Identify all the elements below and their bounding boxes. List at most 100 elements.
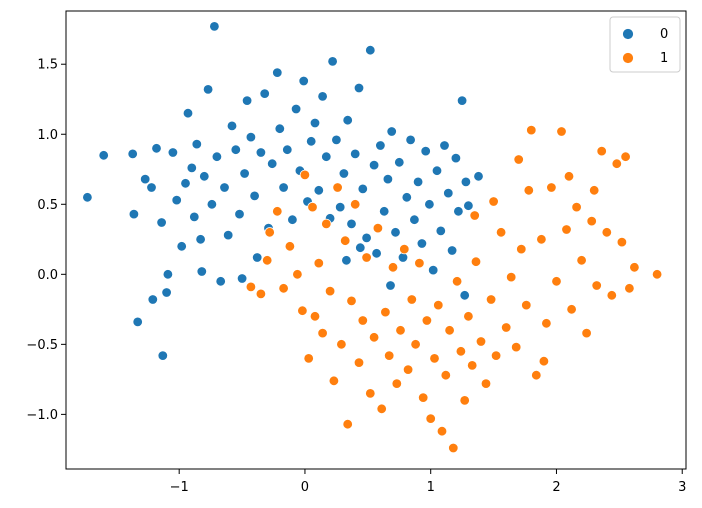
point-series-1-8 (297, 305, 308, 316)
point-series-0-80 (405, 134, 416, 146)
point-series-1-77 (581, 327, 592, 339)
point-series-0-12 (162, 269, 174, 280)
point-series-0-54 (309, 117, 321, 129)
legend-label-1: 1 (660, 51, 668, 66)
point-series-0-85 (424, 199, 435, 210)
point-series-0-77 (394, 157, 405, 168)
point-series-0-84 (420, 145, 431, 157)
point-series-1-93 (563, 171, 575, 182)
point-series-0-95 (459, 290, 470, 301)
point-series-1-45 (433, 299, 444, 311)
point-series-0-70 (368, 159, 380, 171)
point-series-1-28 (368, 332, 380, 343)
point-series-0-19 (189, 211, 200, 223)
point-series-0-33 (234, 208, 245, 220)
point-series-0-44 (272, 67, 283, 78)
point-series-1-34 (391, 378, 403, 389)
point-series-0-68 (361, 232, 372, 244)
point-series-0-59 (327, 56, 338, 67)
point-series-0-96 (460, 176, 472, 188)
legend-label-0: 0 (660, 27, 668, 42)
point-series-1-58 (485, 294, 497, 305)
point-series-1-27 (365, 388, 376, 399)
point-series-1-0 (245, 281, 257, 293)
point-series-0-31 (226, 120, 238, 132)
y-tick-label-3: 0.5 (37, 198, 58, 213)
point-series-0-27 (211, 151, 223, 162)
point-series-1-10 (303, 353, 314, 364)
point-series-1-35 (395, 325, 406, 336)
point-series-1-48 (444, 325, 455, 336)
y-tick-label-1: −0.5 (26, 338, 58, 353)
point-series-0-47 (282, 144, 293, 155)
point-series-0-15 (176, 241, 187, 252)
point-series-1-31 (380, 306, 391, 318)
point-series-1-38 (406, 294, 418, 305)
point-series-1-9 (299, 169, 311, 181)
point-series-0-64 (346, 218, 357, 230)
point-series-0-30 (222, 229, 234, 241)
point-series-0-73 (379, 206, 390, 217)
point-series-1-36 (399, 243, 410, 255)
y-tick-label-5: 1.5 (37, 58, 58, 73)
point-series-0-75 (386, 126, 397, 137)
x-tick-label-1: 0 (301, 480, 309, 495)
point-series-0-91 (446, 245, 458, 256)
point-series-0-8 (151, 143, 162, 154)
point-series-1-47 (440, 370, 452, 381)
point-series-0-6 (146, 182, 157, 193)
point-series-0-92 (450, 152, 462, 164)
point-series-0-62 (338, 168, 350, 179)
point-series-1-61 (501, 322, 512, 333)
point-series-1-29 (372, 222, 384, 234)
point-series-0-90 (443, 187, 454, 199)
point-series-0-60 (331, 134, 342, 146)
point-series-0-57 (321, 151, 332, 162)
axes: −1 0 1 2 3 −1.0 −0.5 0.0 0.5 1.0 1.5 (26, 58, 686, 495)
point-series-1-3 (264, 227, 275, 238)
point-series-0-81 (409, 214, 420, 225)
point-series-1-7 (292, 269, 303, 280)
point-series-0-3 (128, 208, 140, 220)
point-series-0-23 (199, 171, 210, 182)
point-series-1-22 (346, 295, 357, 307)
point-series-1-44 (429, 353, 440, 364)
point-series-1-43 (425, 413, 436, 424)
point-series-1-82 (606, 290, 618, 301)
point-series-0-26 (209, 21, 220, 32)
point-series-1-54 (467, 360, 478, 371)
point-series-1-76 (576, 255, 587, 266)
point-series-0-13 (167, 147, 179, 158)
point-series-1-25 (357, 315, 369, 326)
point-series-0-66 (353, 82, 365, 94)
point-series-0-88 (435, 225, 447, 237)
point-series-0-53 (306, 136, 317, 147)
point-series-1-55 (470, 256, 482, 267)
point-series-1-81 (601, 227, 613, 238)
legend-box (609, 16, 681, 73)
point-series-0-83 (416, 238, 428, 249)
point-series-1-19 (336, 339, 347, 350)
point-series-0-55 (313, 185, 325, 196)
point-series-0-61 (335, 201, 346, 213)
x-tick-label-2: 1 (427, 480, 435, 495)
point-series-1-64 (516, 243, 527, 255)
point-series-0-100 (355, 242, 366, 253)
point-series-1-83 (611, 158, 623, 169)
point-series-0-48 (287, 214, 298, 225)
point-series-1-4 (272, 206, 283, 217)
point-series-1-41 (418, 392, 429, 403)
point-series-0-29 (219, 182, 230, 193)
point-series-1-87 (629, 262, 640, 273)
x-tick-label-0: −1 (170, 480, 189, 495)
point-series-1-92 (538, 356, 550, 367)
point-series-0-63 (342, 114, 353, 126)
y-tick-label-2: 0.0 (37, 268, 58, 283)
point-series-1-6 (284, 241, 296, 252)
point-series-1-2 (262, 255, 273, 266)
point-series-1-70 (546, 182, 557, 193)
point-series-1-52 (459, 395, 470, 406)
point-series-1-15 (321, 218, 332, 230)
point-series-1-79 (591, 280, 602, 291)
point-series-1-78 (586, 215, 597, 227)
